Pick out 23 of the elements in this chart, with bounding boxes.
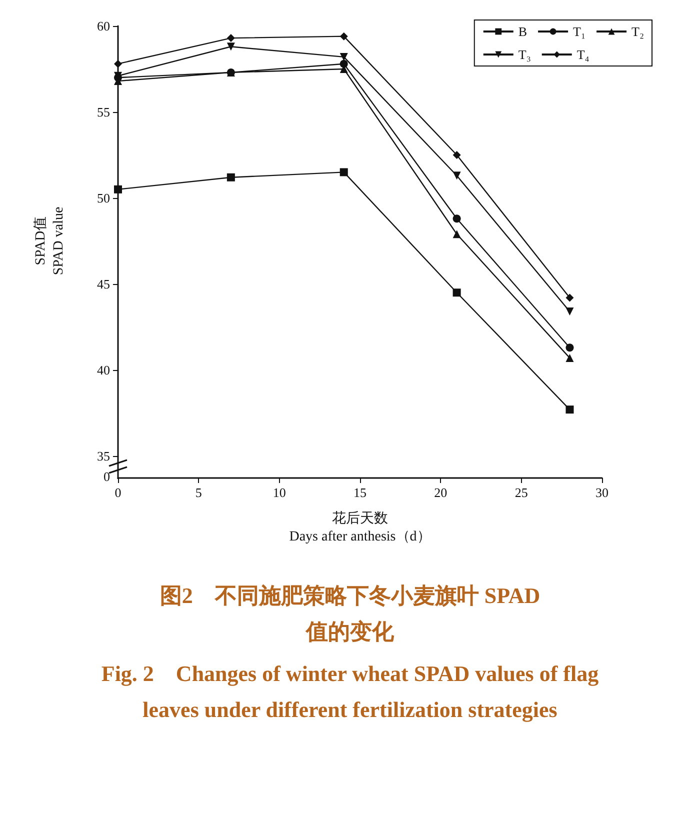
y-tick-label: 60 bbox=[97, 18, 110, 34]
x-tick-label: 0 bbox=[114, 485, 122, 500]
y-axis-title: SPAD值 SPAD value bbox=[32, 206, 66, 276]
legend-label: T₂ bbox=[632, 24, 644, 39]
legend-label: T₁ bbox=[573, 24, 586, 39]
x-tick-label: 10 bbox=[272, 485, 286, 500]
x-tick-label: 15 bbox=[354, 485, 366, 500]
text: Fig. 2 Changes of winter wheat SPAD values of flag leaves under different fertilization strategies bbox=[100, 660, 600, 724]
x-tick-label: 20 bbox=[434, 485, 448, 500]
y-tick-label: 35 bbox=[97, 448, 110, 464]
y-tick-label: 40 bbox=[97, 362, 110, 378]
text: 图2 不同施肥策略下冬小麦旗叶 SPAD 值的变化 bbox=[158, 582, 542, 646]
text: 0 bbox=[104, 469, 110, 484]
x-tick-label: 5 bbox=[195, 485, 202, 500]
y-tick-label: 50 bbox=[97, 190, 110, 206]
x-tick-label: 25 bbox=[514, 485, 528, 500]
y-tick-label: 55 bbox=[97, 104, 110, 120]
x-axis-title: 花后天数 Days after anthesis（d） bbox=[289, 510, 431, 544]
y-tick-label: 45 bbox=[97, 276, 110, 292]
legend-label: T₃ bbox=[518, 47, 531, 62]
legend-label: T₄ bbox=[576, 47, 590, 62]
x-tick-label: 30 bbox=[596, 485, 608, 500]
legend-label: B bbox=[518, 24, 528, 39]
